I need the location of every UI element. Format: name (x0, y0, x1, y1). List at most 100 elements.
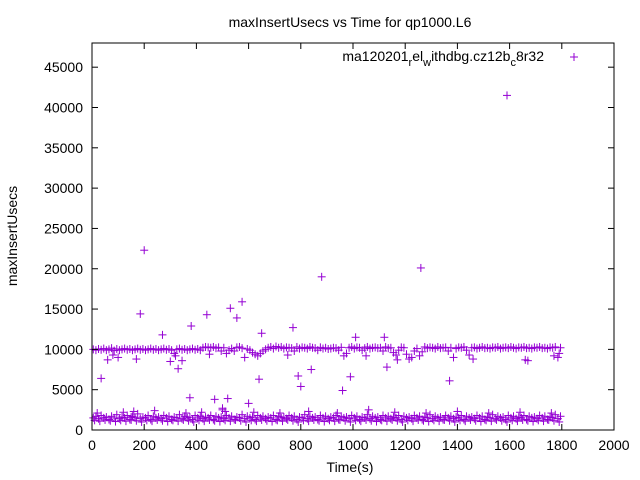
data-point (502, 417, 511, 426)
data-point (325, 416, 334, 425)
y-tick-label: 5000 (52, 382, 83, 398)
data-point (294, 417, 303, 426)
data-point (450, 417, 459, 426)
legend-text: ma120201 (342, 48, 408, 64)
data-point (529, 417, 538, 426)
data-point (555, 349, 564, 358)
data-point (445, 376, 454, 385)
data-point (290, 346, 299, 355)
data-point (351, 416, 360, 425)
data-point (424, 417, 433, 426)
data-point (367, 416, 376, 425)
data-point (205, 415, 214, 424)
data-point (412, 344, 421, 353)
data-point (407, 353, 416, 362)
data-point (425, 410, 434, 419)
x-tick-label: 600 (237, 437, 261, 453)
data-point (158, 416, 167, 425)
data-point (497, 416, 506, 425)
data-point (556, 412, 565, 421)
data-point (446, 343, 455, 352)
data-point (184, 416, 193, 425)
legend-marker-symbol (570, 53, 578, 61)
data-point (508, 416, 517, 425)
plot-marks (89, 91, 565, 426)
y-tick-label: 10000 (44, 341, 83, 357)
data-point (116, 416, 125, 425)
x-tick-label: 1400 (442, 437, 473, 453)
data-point (232, 313, 241, 322)
data-point (338, 386, 347, 395)
data-point (402, 350, 411, 359)
data-point (416, 263, 425, 272)
chart-title: maxInsertUsecs vs Time for qp1000.L6 (229, 14, 472, 30)
data-point (551, 410, 560, 419)
data-point (137, 417, 146, 426)
y-tick-label: 15000 (44, 301, 83, 317)
legend-marker (570, 53, 578, 61)
data-point (112, 410, 121, 419)
data-point (150, 406, 159, 415)
data-point (341, 416, 350, 425)
data-point (382, 417, 391, 426)
data-point (429, 416, 438, 425)
data-point (337, 343, 346, 352)
data-point (174, 417, 183, 426)
data-point (132, 416, 141, 425)
data-point (114, 353, 123, 362)
data-point (556, 343, 565, 352)
data-point (288, 416, 297, 425)
data-point (362, 351, 371, 360)
data-point (221, 407, 230, 416)
data-point (257, 329, 266, 338)
data-point (382, 363, 391, 372)
data-point (487, 417, 496, 426)
data-point (380, 333, 389, 342)
data-point (461, 417, 470, 426)
data-point (163, 417, 172, 426)
data-point (195, 416, 204, 425)
data-point (549, 351, 558, 360)
data-point (342, 349, 351, 358)
data-point (171, 351, 180, 360)
data-point (206, 411, 215, 420)
data-point (502, 91, 511, 100)
data-point (121, 417, 130, 426)
data-point (215, 417, 224, 426)
data-point (119, 408, 128, 417)
data-point (315, 416, 324, 425)
data-point (379, 346, 388, 355)
data-point (462, 346, 471, 355)
data-point (471, 416, 480, 425)
data-point (300, 410, 309, 419)
data-point (257, 415, 266, 424)
data-point (278, 417, 287, 426)
data-point (127, 413, 136, 422)
data-point (544, 415, 553, 424)
data-point (356, 417, 365, 426)
data-point (492, 415, 501, 424)
data-point (179, 415, 188, 424)
data-point (123, 411, 132, 420)
data-point (132, 355, 141, 364)
data-point (440, 415, 449, 424)
data-point (317, 272, 326, 281)
data-point (142, 416, 151, 425)
data-point (288, 323, 297, 332)
data-point (386, 343, 395, 352)
data-point (390, 408, 399, 417)
data-point (238, 297, 247, 306)
data-point (238, 344, 247, 353)
y-tick-label: 25000 (44, 220, 83, 236)
legend: ma120201relwithdbg.cz12bc8r32 (342, 48, 578, 69)
y-tick-label: 30000 (44, 180, 83, 196)
data-point (333, 409, 342, 418)
data-point (294, 371, 303, 380)
data-point (409, 417, 418, 426)
data-point (93, 409, 102, 418)
data-point (476, 417, 485, 426)
data-point (106, 416, 115, 425)
data-point (148, 417, 157, 426)
data-point (140, 246, 149, 255)
